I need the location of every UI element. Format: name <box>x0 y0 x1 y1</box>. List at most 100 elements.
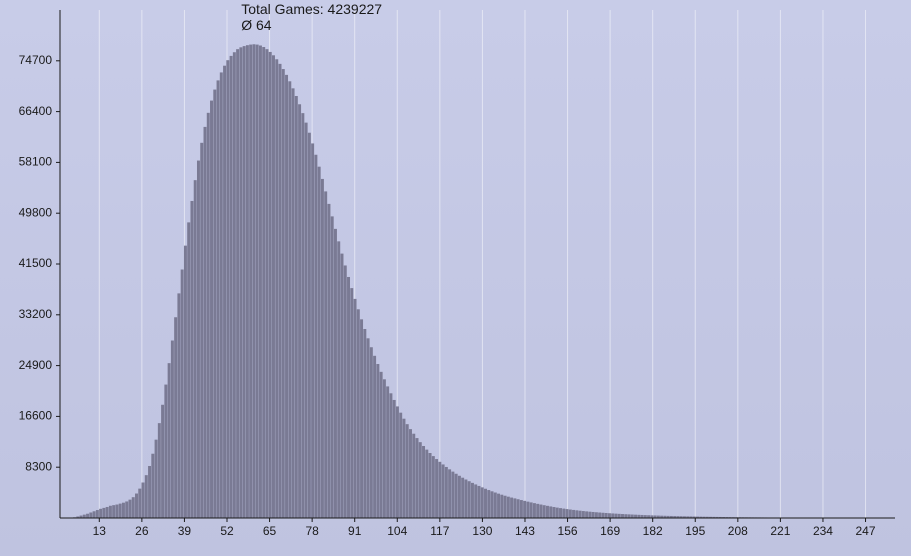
histogram-bar <box>497 494 500 518</box>
histogram-bar <box>112 505 115 518</box>
histogram-bar <box>190 201 193 518</box>
xtick-label: 234 <box>813 524 833 538</box>
xtick-label: 26 <box>135 524 149 538</box>
histogram-bar <box>507 497 510 518</box>
histogram-bar <box>393 400 396 518</box>
histogram-bar <box>145 475 148 518</box>
xtick-label: 52 <box>220 524 234 538</box>
histogram-bar <box>360 319 363 518</box>
histogram-bar <box>504 496 507 518</box>
histogram-bar <box>298 104 301 518</box>
histogram-bar <box>236 49 239 518</box>
histogram-bar <box>213 90 216 518</box>
chart-title-line2: Ø 64 <box>241 17 272 33</box>
histogram-bar <box>458 476 461 518</box>
histogram-bar <box>585 511 588 518</box>
histogram-bar <box>158 423 161 518</box>
histogram-bar <box>474 484 477 518</box>
histogram-bar <box>151 454 154 518</box>
histogram-bar <box>200 143 203 518</box>
histogram-bar <box>614 514 617 518</box>
histogram-bar <box>187 222 190 518</box>
histogram-bar <box>546 506 549 518</box>
histogram-bar <box>595 512 598 518</box>
histogram-bar <box>592 512 595 518</box>
histogram-bar <box>321 179 324 518</box>
histogram-bar <box>399 413 402 518</box>
histogram-bar <box>285 75 288 518</box>
histogram-bar <box>582 511 585 518</box>
histogram-bar <box>233 52 236 518</box>
histogram-bar <box>275 59 278 518</box>
histogram-bar <box>478 486 481 518</box>
histogram-bar <box>243 46 246 518</box>
histogram-bar <box>155 440 158 518</box>
histogram-bar <box>624 514 627 518</box>
histogram-bar <box>363 329 366 518</box>
histogram-bar <box>337 241 340 518</box>
histogram-bar <box>272 55 275 518</box>
histogram-bar <box>556 508 559 518</box>
histogram-bar <box>223 66 226 518</box>
histogram-bar <box>279 64 282 518</box>
histogram-bar <box>618 514 621 518</box>
histogram-bar <box>487 490 490 518</box>
histogram-bar <box>256 45 259 518</box>
histogram-bar <box>106 507 109 518</box>
histogram-bar <box>513 498 516 518</box>
histogram-bar <box>324 191 327 518</box>
histogram-bar <box>520 500 523 518</box>
histogram-bar <box>530 502 533 518</box>
histogram-bar <box>341 254 344 518</box>
histogram-bar <box>367 338 370 518</box>
histogram-bar <box>435 459 438 518</box>
histogram-bar <box>451 472 454 518</box>
histogram-bar <box>164 385 167 518</box>
histogram-bar <box>523 501 526 518</box>
xtick-label: 156 <box>558 524 578 538</box>
histogram-bar <box>239 47 242 518</box>
histogram-bar <box>249 45 252 518</box>
chart-container: 8300166002490033200415004980058100664007… <box>0 0 911 556</box>
xtick-label: 143 <box>515 524 535 538</box>
histogram-bar <box>350 288 353 518</box>
histogram-chart: 8300166002490033200415004980058100664007… <box>0 0 911 556</box>
xtick-label: 65 <box>263 524 277 538</box>
histogram-bar <box>174 317 177 518</box>
ytick-label: 58100 <box>19 155 53 169</box>
histogram-bar <box>526 502 529 518</box>
histogram-bar <box>295 96 298 518</box>
histogram-bar <box>210 101 213 518</box>
histogram-bar <box>491 491 494 518</box>
ytick-label: 8300 <box>25 459 52 473</box>
histogram-bar <box>494 493 497 518</box>
histogram-bar <box>347 277 350 518</box>
ytick-label: 24900 <box>19 358 53 372</box>
histogram-bar <box>148 466 151 518</box>
histogram-bar <box>168 363 171 518</box>
histogram-bar <box>549 506 552 518</box>
histogram-bar <box>608 513 611 518</box>
ytick-label: 16600 <box>19 409 53 423</box>
histogram-bar <box>132 497 135 518</box>
histogram-bar <box>138 489 141 518</box>
histogram-bar <box>89 512 92 518</box>
histogram-bar <box>86 514 89 518</box>
histogram-bar <box>96 510 99 518</box>
histogram-bar <box>402 419 405 518</box>
histogram-bar <box>611 513 614 518</box>
histogram-bar <box>484 489 487 518</box>
histogram-bar <box>327 204 330 518</box>
histogram-bar <box>314 155 317 518</box>
histogram-bar <box>442 464 445 518</box>
xtick-label: 13 <box>93 524 107 538</box>
histogram-bar <box>605 513 608 518</box>
histogram-bar <box>318 167 321 518</box>
histogram-bar <box>432 456 435 518</box>
histogram-bar <box>386 386 389 518</box>
ytick-label: 49800 <box>19 205 53 219</box>
chart-title-line1: Total Games: 4239227 <box>241 1 382 17</box>
histogram-bar <box>631 515 634 518</box>
histogram-bar <box>331 216 334 518</box>
histogram-bar <box>230 56 233 518</box>
